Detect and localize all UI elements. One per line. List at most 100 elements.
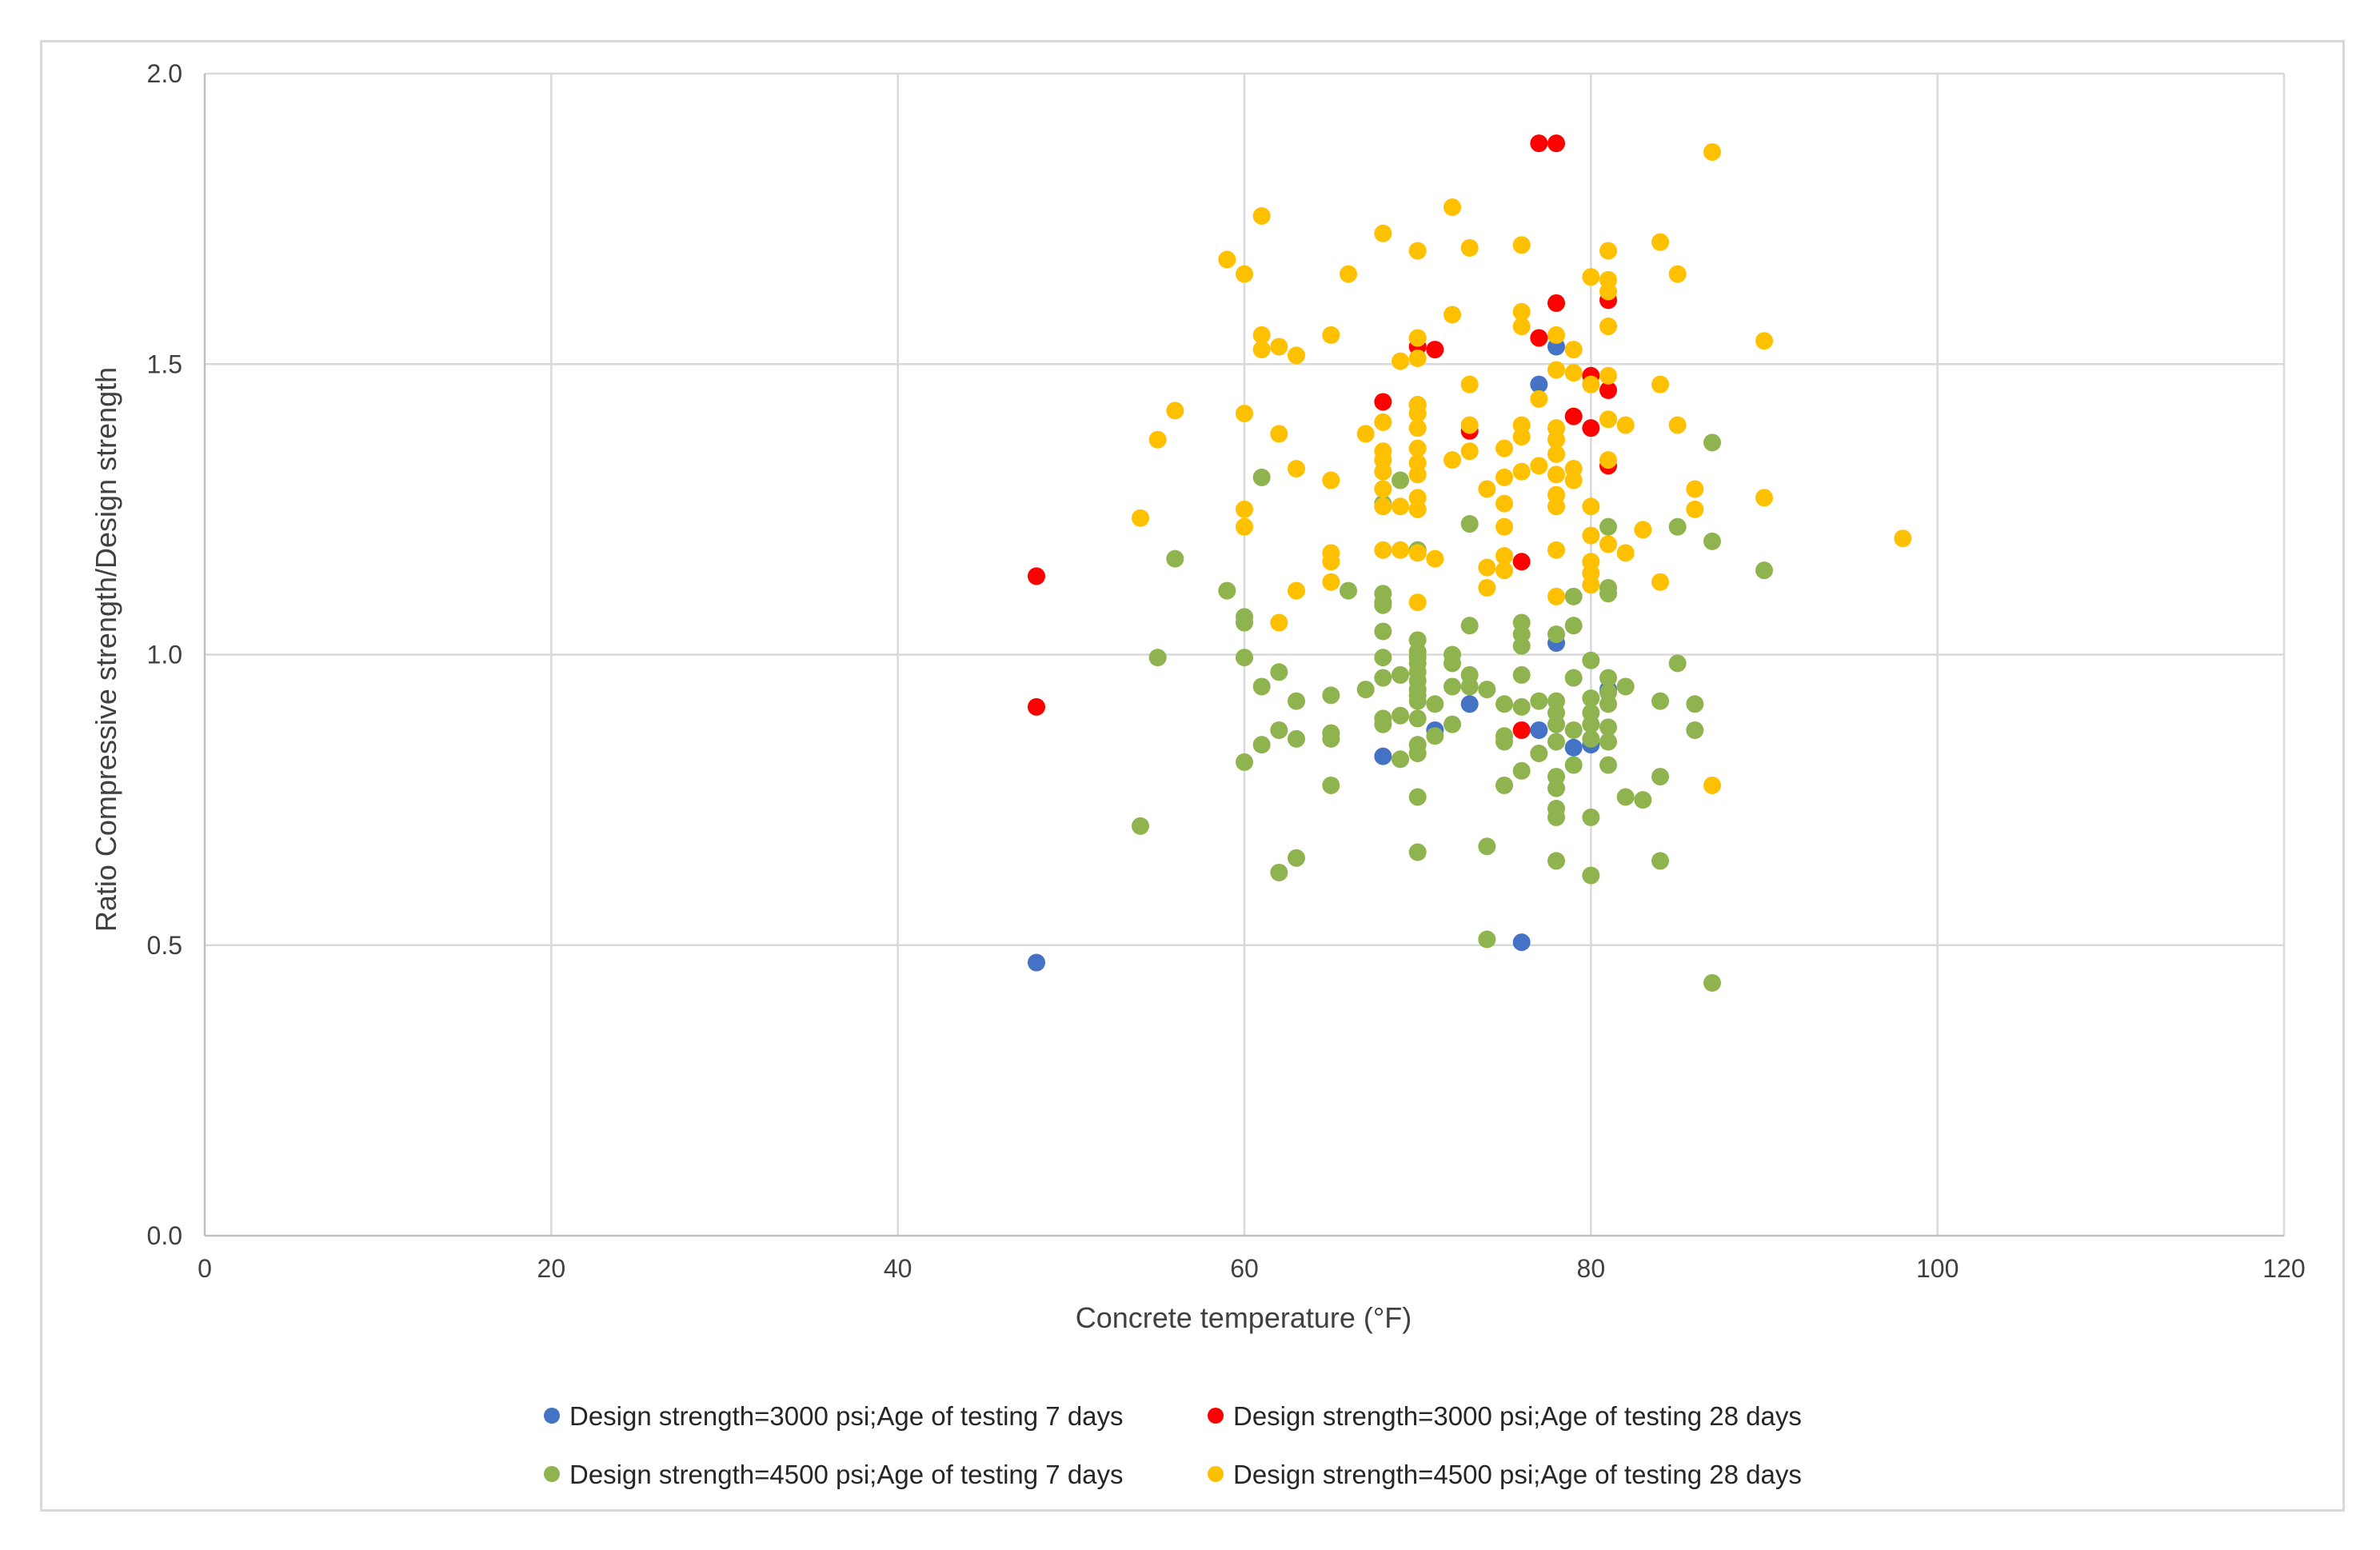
- data-point: [1322, 686, 1340, 705]
- data-point: [1582, 729, 1600, 748]
- data-point: [1599, 410, 1617, 429]
- data-point: [1374, 596, 1392, 614]
- data-point: [1547, 715, 1565, 733]
- data-point: [1651, 852, 1669, 870]
- data-point: [1444, 654, 1461, 673]
- data-point: [1582, 715, 1600, 733]
- data-point: [1547, 134, 1565, 153]
- data-point: [1478, 837, 1496, 856]
- y-tick-label: 0.5: [147, 931, 182, 960]
- data-point: [1288, 729, 1305, 748]
- data-point: [1148, 649, 1167, 667]
- data-point: [1252, 736, 1271, 754]
- data-point: [1686, 695, 1704, 713]
- data-point: [1599, 318, 1617, 336]
- data-point: [1512, 462, 1531, 481]
- data-point: [1374, 224, 1392, 242]
- data-point: [1547, 294, 1565, 312]
- data-point: [1028, 953, 1045, 972]
- data-point: [1547, 587, 1565, 605]
- data-point: [1288, 692, 1305, 710]
- x-tick-label: 80: [1577, 1254, 1606, 1283]
- data-point: [1408, 788, 1427, 806]
- data-point: [1495, 517, 1513, 536]
- data-point: [1288, 346, 1305, 365]
- data-point: [1374, 480, 1392, 498]
- data-point: [1530, 457, 1548, 475]
- data-point: [1478, 558, 1496, 577]
- data-point: [1512, 302, 1531, 321]
- data-point: [1408, 329, 1427, 347]
- data-point: [1547, 361, 1565, 379]
- data-point: [1166, 401, 1184, 420]
- legend-item: Design strength=4500 psi;Age of testing …: [1208, 1460, 1802, 1489]
- data-point: [1444, 677, 1461, 696]
- data-point: [1564, 756, 1583, 774]
- gridlines: [205, 72, 2286, 1236]
- data-point: [1599, 535, 1617, 553]
- y-tick-label: 2.0: [147, 59, 182, 88]
- x-axis-title: Concrete temperature (°F): [1076, 1301, 1412, 1334]
- data-point: [1495, 546, 1513, 565]
- legend-label: Design strength=3000 psi;Age of testing …: [1233, 1401, 1802, 1431]
- data-point: [1392, 750, 1409, 769]
- data-point: [1236, 500, 1253, 518]
- data-point: [1408, 692, 1427, 710]
- data-point: [1547, 465, 1565, 484]
- data-point: [1564, 341, 1583, 359]
- data-point: [1547, 497, 1565, 516]
- data-point: [1270, 613, 1288, 632]
- legend-item: Design strength=3000 psi;Age of testing …: [1208, 1401, 1802, 1431]
- data-point: [1547, 445, 1565, 463]
- data-point: [1408, 242, 1427, 260]
- data-point: [1236, 405, 1253, 423]
- data-point: [1547, 430, 1565, 449]
- data-point: [1530, 745, 1548, 763]
- data-point: [1028, 567, 1045, 585]
- data-point: [1495, 733, 1513, 751]
- data-point: [1374, 462, 1392, 481]
- data-point: [1444, 198, 1461, 217]
- data-point: [1340, 581, 1357, 600]
- legend-marker: [1208, 1466, 1224, 1482]
- data-point: [1582, 419, 1600, 437]
- data-point: [1495, 776, 1513, 794]
- data-point: [1408, 500, 1427, 518]
- data-point: [1444, 306, 1461, 324]
- data-point: [1356, 681, 1375, 699]
- data-point: [1564, 364, 1583, 382]
- data-point: [1322, 776, 1340, 794]
- data-point: [1582, 576, 1600, 594]
- data-point: [1166, 549, 1184, 568]
- data-point: [1426, 695, 1444, 713]
- data-point: [1651, 692, 1669, 710]
- data-point: [1408, 419, 1427, 437]
- data-point: [1599, 718, 1617, 737]
- data-point: [1599, 669, 1617, 687]
- data-point: [1270, 721, 1288, 739]
- data-point: [1460, 238, 1479, 257]
- data-point: [1444, 715, 1461, 733]
- data-point: [1322, 326, 1340, 344]
- data-point: [1392, 497, 1409, 516]
- data-point: [1599, 282, 1617, 301]
- y-tick-label: 1.0: [147, 641, 182, 669]
- data-point: [1599, 451, 1617, 469]
- data-point: [1599, 733, 1617, 751]
- data-point: [1460, 416, 1479, 434]
- data-point: [1374, 649, 1392, 667]
- data-point: [1582, 866, 1600, 885]
- x-tick-label: 60: [1230, 1254, 1259, 1283]
- data-point: [1495, 468, 1513, 486]
- legend-marker: [1208, 1408, 1224, 1424]
- data-point: [1616, 788, 1635, 806]
- data-point: [1460, 695, 1479, 713]
- data-point: [1495, 494, 1513, 513]
- legend-item: Design strength=4500 psi;Age of testing …: [544, 1460, 1124, 1489]
- data-point: [1582, 497, 1600, 516]
- data-point: [1512, 236, 1531, 254]
- data-point: [1236, 613, 1253, 632]
- data-point: [1408, 709, 1427, 728]
- data-point: [1392, 665, 1409, 684]
- data-point: [1478, 578, 1496, 597]
